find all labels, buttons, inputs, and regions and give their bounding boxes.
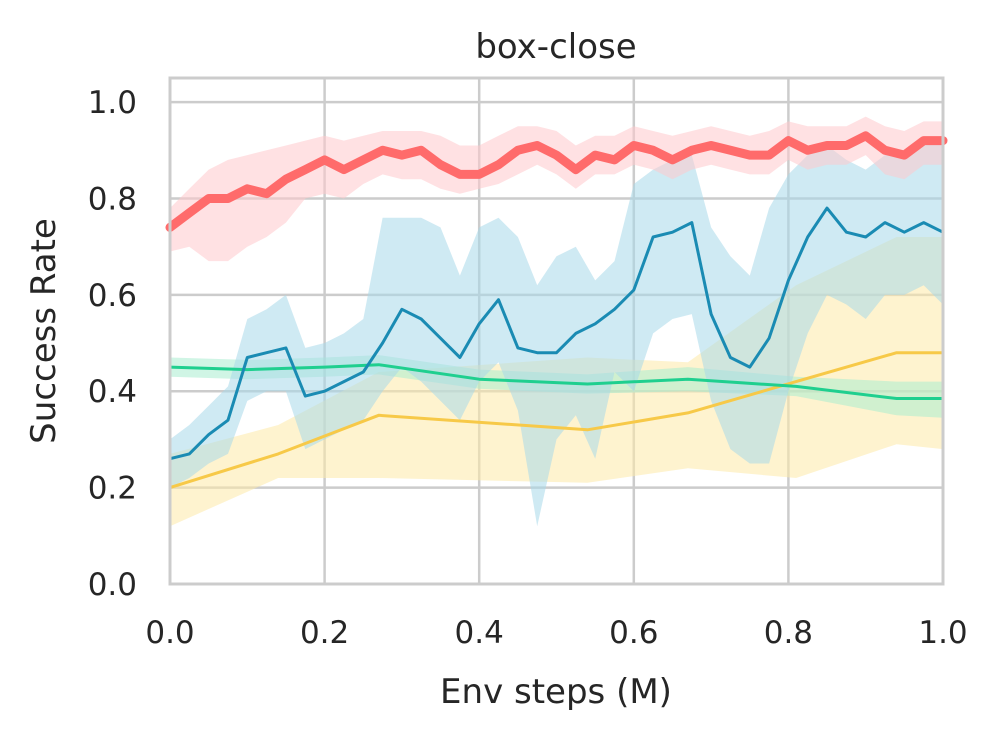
x-tick-label: 0.8: [764, 615, 813, 651]
band-blue: [170, 135, 943, 527]
y-tick-label: 0.4: [88, 374, 137, 410]
chart-title: box-close: [475, 27, 636, 67]
y-tick-label: 1.0: [88, 85, 137, 121]
x-tick-label: 0.4: [455, 615, 504, 651]
y-tick-label: 0.2: [88, 471, 137, 507]
y-tick-label: 0.8: [88, 181, 137, 217]
line-red: [165, 131, 948, 232]
x-tick-label: 0.6: [609, 615, 658, 651]
x-axis-label: Env steps (M): [440, 672, 672, 712]
y-tick-label: 0.0: [88, 567, 137, 603]
y-tick-labels: 0.0 0.2 0.4 0.6 0.8 1.0: [88, 85, 137, 603]
y-tick-label: 0.6: [88, 278, 137, 314]
line-blue: [168, 206, 945, 461]
line-green: [168, 363, 945, 400]
x-tick-label: 1.0: [918, 615, 967, 651]
y-axis-label: Success Rate: [24, 218, 64, 444]
series-lines: [165, 131, 948, 490]
line-yellow: [168, 351, 945, 490]
x-tick-label: 0.2: [300, 615, 349, 651]
x-tick-labels: 0.0 0.2 0.4 0.6 0.8 1.0: [145, 615, 967, 651]
x-tick-label: 0.0: [145, 615, 194, 651]
plot-frame: [168, 76, 945, 586]
